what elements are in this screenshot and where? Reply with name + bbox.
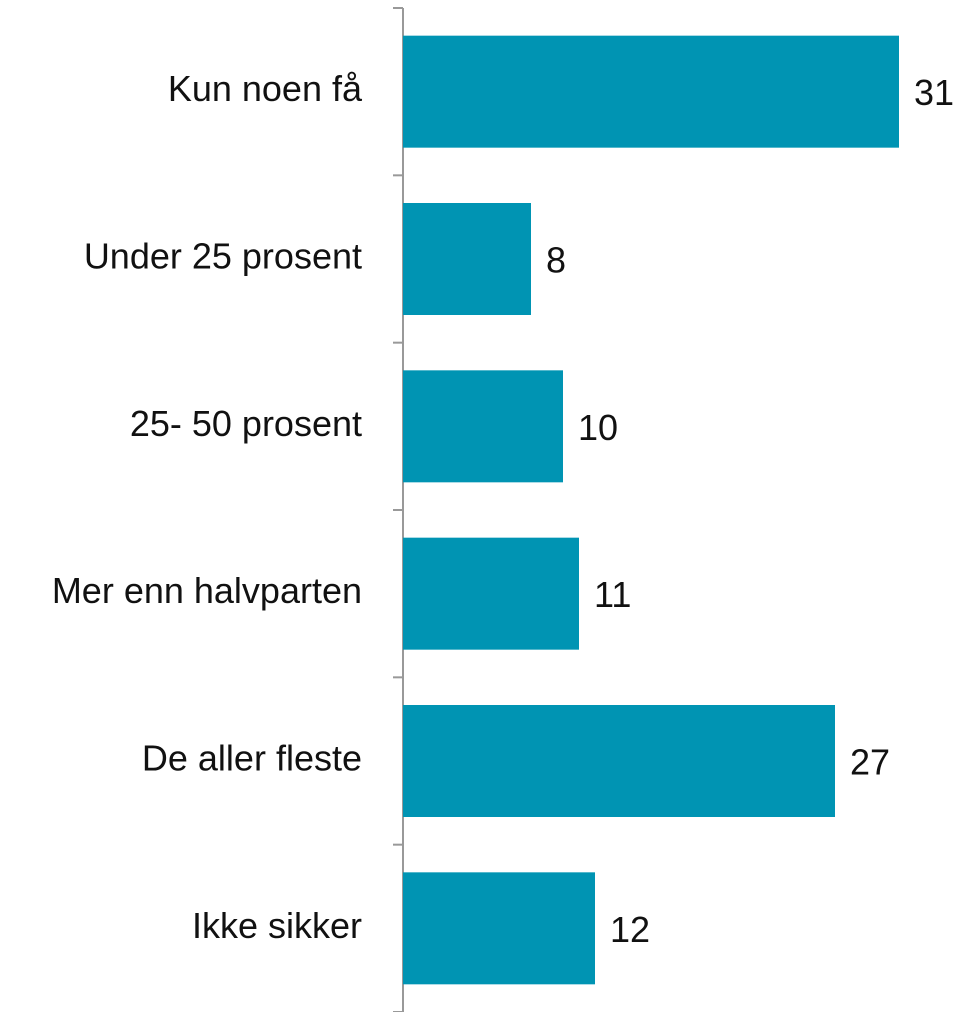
value-label: 12 (610, 909, 650, 950)
value-label: 31 (914, 72, 954, 113)
category-label: De aller fleste (142, 738, 362, 779)
category-label: Kun noen få (168, 68, 363, 109)
value-label: 27 (850, 742, 890, 783)
category-label: Ikke sikker (192, 905, 362, 946)
category-label: Under 25 prosent (84, 236, 362, 277)
bar (403, 370, 563, 483)
value-label: 8 (546, 240, 566, 281)
value-label: 11 (594, 574, 631, 615)
category-label: Mer enn halvparten (52, 570, 362, 611)
bar (403, 705, 835, 817)
category-label: 25- 50 prosent (130, 403, 362, 444)
bar (403, 203, 531, 315)
value-label: 10 (578, 407, 618, 448)
bar (403, 35, 899, 148)
bar (403, 537, 579, 650)
bar (403, 872, 595, 985)
